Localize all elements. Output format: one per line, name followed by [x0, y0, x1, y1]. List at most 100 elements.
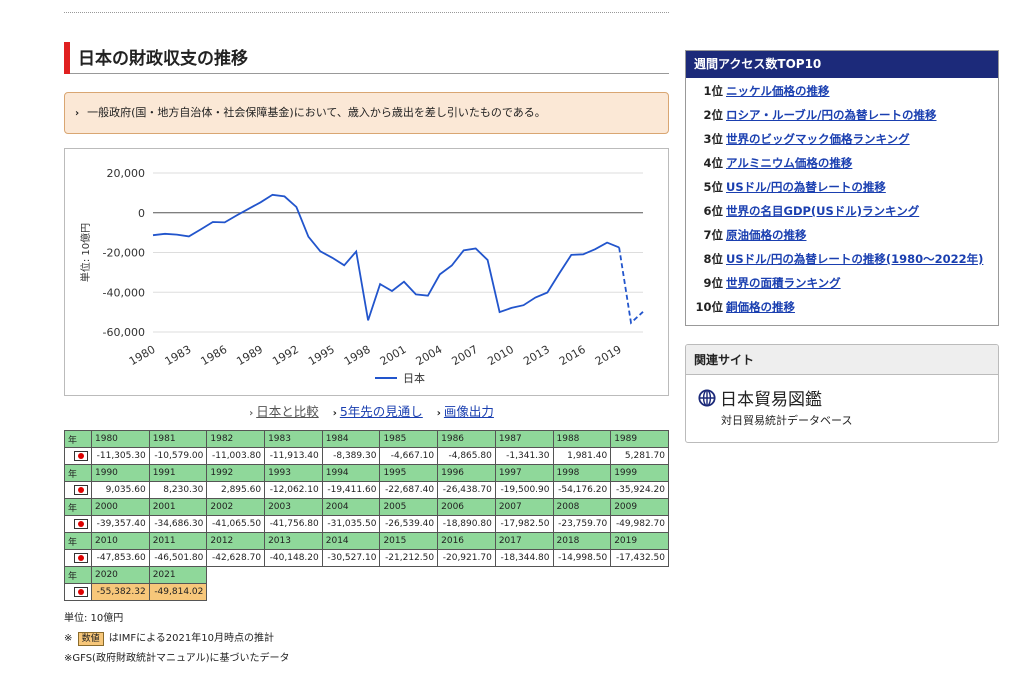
ranking-link[interactable]: アルミニウム価格の推移 [726, 156, 853, 170]
year-cell: 1991 [148, 464, 208, 482]
ranking-number: 7位 [703, 228, 723, 242]
ranking-number: 5位 [703, 180, 723, 194]
value-cell: -18,344.80 [494, 549, 554, 567]
note-text: 一般政府(国・地方自治体・社会保障基金)において、歳入から歳出を差し引いたもので… [87, 106, 546, 119]
compare-link[interactable]: 日本と比較 [256, 404, 319, 419]
link-arrow-icon: › [249, 408, 254, 419]
value-row: 9,035.60 8,230.30 2,895.60 -12,062.10 -19,41… [64, 481, 669, 499]
value-cell: -31,035.50 [321, 515, 381, 533]
year-cell: 1986 [437, 430, 496, 448]
value-cell: -21,212.50 [379, 549, 439, 567]
ranking-link[interactable]: ロシア・ルーブル/円の為替レートの推移 [726, 108, 937, 122]
year-cell: 1982 [206, 430, 266, 448]
x-tick-label: 1998 [342, 343, 373, 368]
page-heading: 日本の財政収支の推移 [64, 40, 669, 74]
year-header-cell: 年 [64, 566, 92, 584]
value-cell: -14,998.50 [552, 549, 612, 567]
value-cell: -39,357.40 [91, 515, 150, 533]
ranking-list: 1位 ニッケル価格の推移 2位 ロシア・ルーブル/円の為替レートの推移 3位 世界のビッグ… [686, 78, 998, 325]
link-arrow-icon: › [332, 408, 337, 419]
value-cell: -17,982.50 [494, 515, 554, 533]
value-cell: -30,527.10 [321, 549, 381, 567]
ranking-link[interactable]: 世界の面積ランキング [726, 276, 841, 290]
japan-flag-icon [74, 518, 88, 529]
value-cell: -26,539.40 [379, 515, 439, 533]
flag-cell [64, 515, 92, 533]
value-cell: -54,176.20 [552, 481, 612, 499]
ranking-link[interactable]: 銅価格の推移 [726, 300, 795, 314]
ranking-item[interactable]: 5位 USドル/円の為替レートの推移 [692, 180, 992, 195]
year-cell: 1995 [379, 464, 439, 482]
year-cell: 2017 [494, 532, 554, 550]
estimate-note-text: はIMFによる2021年10月時点の推計 [108, 633, 274, 644]
image-export-link[interactable]: 画像出力 [443, 404, 494, 419]
series-line-japan [152, 193, 620, 321]
flag-cell [64, 549, 92, 567]
ranking-item[interactable]: 9位 世界の面積ランキング [692, 276, 992, 291]
globe-icon [698, 388, 716, 407]
ranking-link[interactable]: 世界のビッグマック価格ランキング [726, 132, 910, 146]
ranking-item[interactable]: 2位 ロシア・ルーブル/円の為替レートの推移 [692, 108, 992, 123]
flag-cell [64, 481, 92, 499]
related-site-name: 日本貿易図鑑 [720, 390, 822, 410]
year-cell: 2012 [206, 532, 266, 550]
ranking-item[interactable]: 7位 原油価格の推移 [692, 228, 992, 243]
ranking-number: 4位 [703, 156, 723, 170]
year-cell: 2000 [91, 498, 150, 516]
value-cell: -4,667.10 [379, 447, 439, 465]
year-cell: 1992 [206, 464, 266, 482]
year-cell: 2021 [148, 566, 208, 584]
value-cell: -19,500.90 [494, 481, 554, 499]
forecast-link[interactable]: 5年先の見通し [339, 404, 423, 419]
flag-cell [64, 583, 92, 601]
value-row: -39,357.40 -34,686.30 -41,065.50 -41,756.80… [64, 515, 669, 533]
ranking-item[interactable]: 4位 アルミニウム価格の推移 [692, 156, 992, 171]
year-row: 年 2000 2001 2002 2003 2004 2005 2006 2007 2008 200… [64, 498, 669, 516]
value-cell: -12,062.10 [264, 481, 323, 499]
x-tick-label: 2001 [378, 343, 409, 368]
related-site-link[interactable]: 日本貿易図鑑 [698, 385, 986, 410]
ranking-link[interactable]: ニッケル価格の推移 [726, 84, 830, 98]
ranking-link[interactable]: 世界の名目GDP(USドル)ランキング [726, 204, 920, 218]
value-cell: 8,230.30 [148, 481, 208, 499]
x-tick-label: 1992 [270, 343, 301, 368]
ranking-item[interactable]: 1位 ニッケル価格の推移 [692, 84, 992, 99]
ranking-link[interactable]: 原油価格の推移 [726, 228, 807, 242]
ranking-item[interactable]: 8位 USドル/円の為替レートの推移(1980〜2022年) [692, 252, 992, 267]
y-tick-label: -20,000 [103, 247, 145, 260]
value-cell: -42,628.70 [206, 549, 266, 567]
main-content: 日本の財政収支の推移 › 一般政府(国・地方自治体・社会保障基金)において、歳入か… [64, 40, 669, 669]
ranking-link[interactable]: USドル/円の為替レートの推移(1980〜2022年) [726, 252, 984, 266]
description-note: › 一般政府(国・地方自治体・社会保障基金)において、歳入から歳出を差し引いたもの… [64, 92, 669, 134]
year-cell: 2018 [552, 532, 612, 550]
year-header-cell: 年 [64, 430, 92, 448]
ranking-number: 2位 [703, 108, 723, 122]
x-tick-label: 2007 [450, 343, 481, 368]
year-cell: 2006 [437, 498, 496, 516]
unit-note: 単位: 10億円 [64, 613, 124, 624]
flag-cell [64, 447, 92, 465]
heading-accent-bar [64, 42, 70, 74]
value-cell: -55,382.32 [91, 583, 150, 601]
ranking-item[interactable]: 6位 世界の名目GDP(USドル)ランキング [692, 204, 992, 219]
ranking-link[interactable]: USドル/円の為替レートの推移 [726, 180, 886, 194]
ranking-number: 6位 [703, 204, 723, 218]
value-row: -11,305.30 -10,579.00 -11,003.80 -11,913.40… [64, 447, 669, 465]
year-row: 年 2020 2021 [64, 566, 669, 584]
year-row: 年 1980 1981 1982 1983 1984 1985 1986 1987 1988 198… [64, 430, 669, 448]
year-row: 年 2010 2011 2012 2013 2014 2015 2016 2017 2018 201… [64, 532, 669, 550]
y-tick-label: 0 [138, 207, 145, 220]
year-cell: 2008 [552, 498, 612, 516]
link-arrow-icon: › [436, 408, 441, 419]
ranking-title: 週間アクセス数TOP10 [686, 51, 998, 78]
year-cell: 1997 [494, 464, 554, 482]
value-row: -55,382.32 -49,814.02 [64, 583, 669, 601]
year-cell: 1985 [379, 430, 439, 448]
ranking-item[interactable]: 3位 世界のビッグマック価格ランキング [692, 132, 992, 147]
ranking-number: 8位 [703, 252, 723, 266]
value-cell: -11,913.40 [264, 447, 323, 465]
value-cell: -35,924.20 [610, 481, 669, 499]
ranking-item[interactable]: 10位 銅価格の推移 [692, 300, 992, 315]
footnotes: 単位: 10億円 ※ 数値 はIMFによる2021年10月時点の推計 ※GFS(… [64, 609, 669, 669]
x-tick-label: 1980 [127, 343, 158, 368]
